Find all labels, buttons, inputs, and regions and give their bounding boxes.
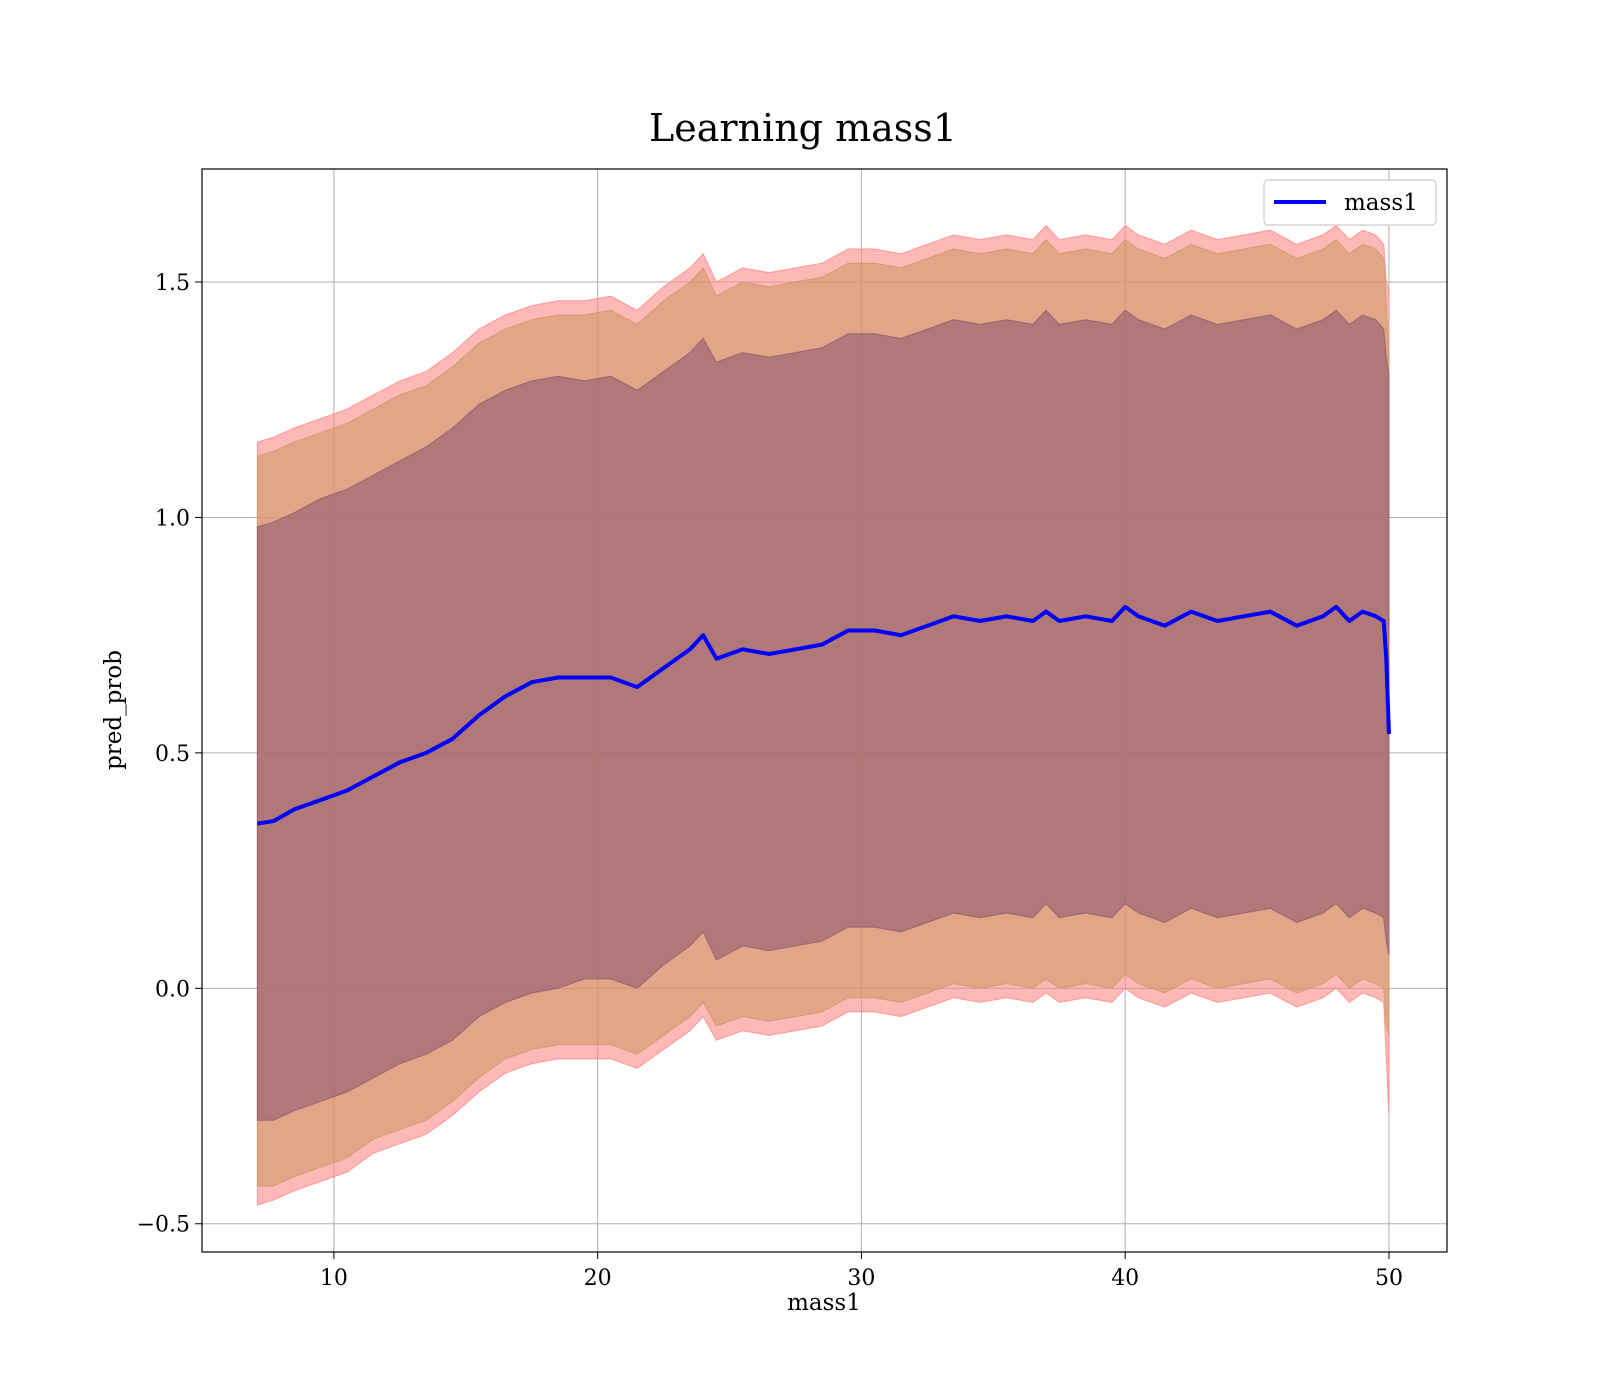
confidence-bands [256, 224, 1390, 1206]
y-tick-label: 0.0 [155, 977, 190, 1002]
y-tick-label: 0.5 [155, 742, 190, 767]
axis-ticks: 10 20 30 40 50 −0.5 0.0 0.5 1.0 1.5 [137, 271, 1403, 1291]
y-tick-label: 1.5 [155, 271, 190, 296]
plot-frame [201, 168, 1448, 1253]
y-tick-label: 1.0 [155, 506, 190, 531]
x-tick-label: 20 [584, 1266, 612, 1291]
series-line-mass1 [257, 604, 1391, 826]
y-axis-label: pred_prob [101, 650, 127, 770]
x-tick-label: 40 [1111, 1266, 1139, 1291]
x-tick-label: 10 [320, 1266, 348, 1291]
series-lines [257, 604, 1391, 826]
plot-area: 10 20 30 40 50 −0.5 0.0 0.5 1.0 1.5 [137, 168, 1448, 1291]
x-axis-label: mass1 [787, 1290, 861, 1316]
y-tick-label: −0.5 [137, 1213, 190, 1238]
legend-label-mass1: mass1 [1344, 190, 1418, 216]
x-tick-label: 30 [847, 1266, 875, 1291]
chart-title: Learning mass1 [649, 106, 957, 150]
legend-box [1263, 179, 1437, 226]
x-tick-label: 50 [1375, 1266, 1403, 1291]
legend: mass1 [1263, 179, 1437, 226]
band-inner [256, 309, 1390, 1121]
